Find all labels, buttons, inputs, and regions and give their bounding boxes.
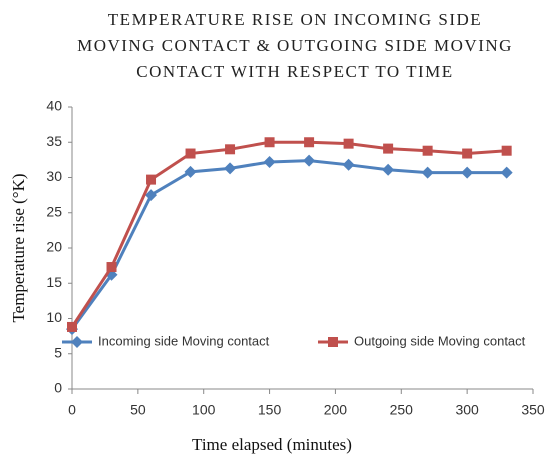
marker [328,337,338,347]
x-tick-label: 200 [324,402,348,418]
marker [67,321,77,332]
marker [500,166,513,179]
marker [263,155,276,168]
marker [461,166,474,179]
x-tick-label: 100 [192,402,216,418]
marker [342,158,355,171]
y-tick-label: 20 [46,239,62,255]
y-tick-label: 15 [46,274,62,290]
legend-label: Outgoing side Moving contact [354,333,526,348]
series-line [70,140,507,328]
chart-title: CONTACT WITH RESPECT TO TIME [136,62,453,81]
y-tick-label: 40 [46,98,62,114]
x-axis-title: Time elapsed (minutes) [192,435,352,454]
marker [421,166,434,179]
marker [382,163,395,176]
marker [71,336,83,348]
marker [185,148,196,159]
series-line [70,159,507,330]
y-tick-label: 25 [46,203,62,219]
y-axis-title: Temperature rise (°K) [9,173,28,322]
chart-title: MOVING CONTACT & OUTGOING SIDE MOVING [77,36,513,55]
marker [145,189,158,202]
x-tick-label: 0 [68,402,76,418]
x-tick-label: 300 [455,402,479,418]
marker [106,262,117,273]
y-tick-label: 5 [54,344,62,360]
marker [303,154,316,167]
x-tick-label: 350 [521,402,545,418]
marker [422,145,433,156]
marker [462,148,473,159]
legend-label: Incoming side Moving contact [98,333,270,348]
marker [501,145,512,156]
y-tick-label: 10 [46,309,62,325]
marker [343,138,354,149]
y-tick-label: 30 [46,168,62,184]
x-tick-label: 150 [258,402,282,418]
x-tick-label: 50 [130,402,146,418]
marker [225,144,236,155]
marker [224,162,237,175]
marker [304,137,315,148]
marker [146,174,157,185]
y-tick-label: 35 [46,133,62,149]
y-tick-label: 0 [54,380,62,396]
chart-title: TEMPERATURE RISE ON INCOMING SIDE [108,10,482,29]
x-tick-label: 250 [390,402,414,418]
marker [383,143,394,154]
marker [184,165,197,178]
marker [264,137,275,148]
